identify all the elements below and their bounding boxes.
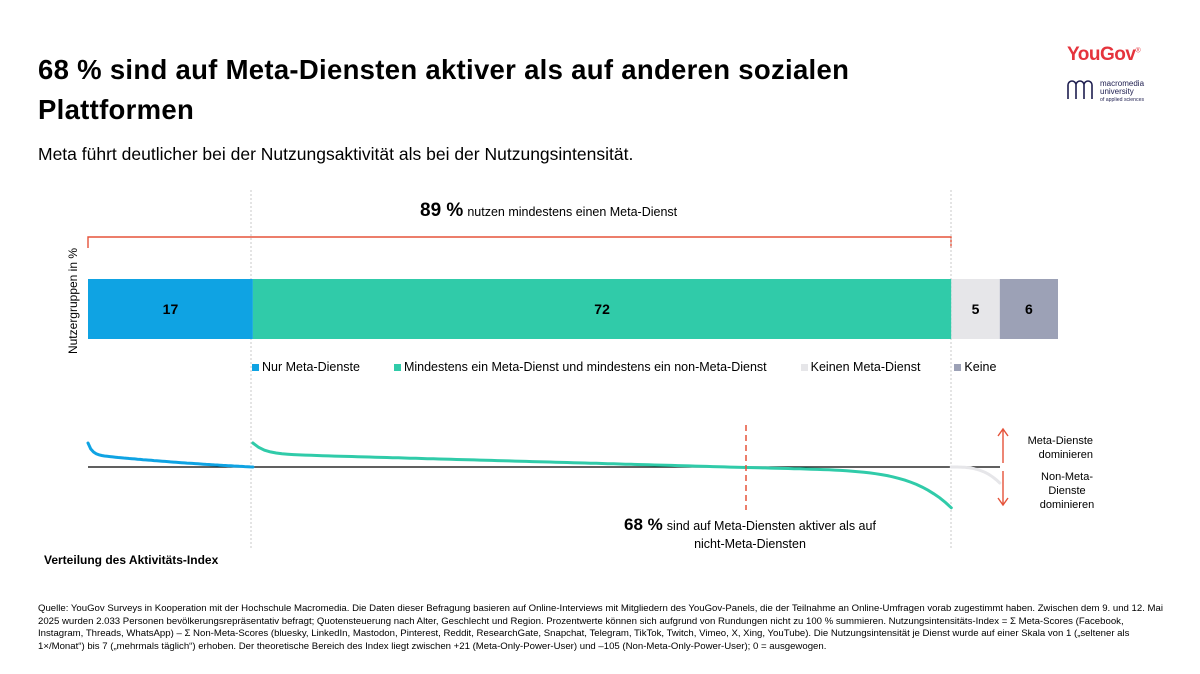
legend-item-3: Keine (954, 360, 996, 374)
meta-active-annotation: 68 % sind auf Meta-Diensten aktiver als a… (600, 516, 900, 553)
macromedia-logo: macromedia university of applied science… (1100, 79, 1145, 103)
bar-value-label-1: 72 (594, 301, 610, 317)
bar-segment-0 (88, 279, 253, 339)
legend-label-3: Keine (964, 360, 997, 374)
distribution-curve-non-meta (949, 465, 1002, 485)
legend-swatch-3 (954, 363, 962, 371)
meta-active-value: 68 % (624, 515, 663, 534)
macromedia-logo-icon (1067, 80, 1093, 99)
direction-arrows (997, 427, 1009, 507)
meta-active-text-line1: sind auf Meta-Diensten aktiver als auf (666, 519, 876, 533)
non-meta-dominates-label: Non-Meta- Dienste dominieren (1030, 470, 1104, 512)
bar-segment-3 (999, 279, 1058, 339)
arrow-up-icon (997, 427, 1009, 463)
yougov-logo: YouGov® (1067, 44, 1141, 66)
arrow-down-icon (997, 471, 1009, 507)
bar-value-label-3: 6 (1025, 301, 1033, 317)
distribution-curve-mixed (251, 441, 953, 510)
legend-item-1: Mindestens ein Meta-Dienst und mindesten… (393, 360, 767, 374)
macromedia-logo-line2: university (1100, 87, 1134, 97)
source-note: Quelle: YouGov Surveys in Kooperation mi… (38, 603, 1164, 652)
bar-segment-2 (951, 279, 1000, 339)
bar-segment-1 (252, 279, 952, 339)
legend-swatch-1 (393, 363, 401, 371)
legend-item-0: Nur Meta-Dienste (252, 360, 360, 374)
non-meta-dominates-line2: Dienste (1048, 485, 1086, 497)
page-title: 68 % sind auf Meta-Diensten aktiver als … (38, 54, 850, 125)
meta-total-value: 89 % (420, 200, 464, 221)
bar-value-label-2: 5 (972, 301, 980, 317)
non-meta-dominates-line1: Non-Meta- (1041, 471, 1093, 483)
meta-total-text: nutzen mindestens einen Meta-Dienst (467, 205, 678, 219)
meta-dominates-line2: dominieren (1038, 449, 1093, 461)
distribution-label: Verteilung des Aktivitäts-Index (44, 553, 219, 567)
macromedia-logo-line3: of applied sciences (1100, 96, 1145, 103)
legend: Nur Meta-Dienste Mindestens ein Meta-Dien… (252, 360, 1030, 374)
meta-bracket (87, 236, 952, 248)
meta-total-annotation: 89 % nutzen mindestens einen Meta-Dienst (420, 200, 677, 222)
distribution-curve-meta-only (86, 441, 255, 469)
yougov-logo-text: YouGov (1067, 44, 1136, 65)
legend-swatch-2 (800, 363, 808, 371)
bar-value-label-0: 17 (163, 301, 179, 317)
meta-active-text-line2: nicht-Meta-Diensten (694, 537, 806, 551)
page-subtitle: Meta führt deutlicher bei der Nutzungsak… (38, 144, 634, 164)
legend-item-2: Keinen Meta-Dienst (800, 360, 921, 374)
meta-dominates-label: Meta-Dienste dominieren (990, 434, 1093, 462)
legend-label-2: Keinen Meta-Dienst (810, 360, 921, 374)
macromedia-logo-line1: macromedia (1100, 79, 1145, 88)
non-meta-dominates-line3: dominieren (1039, 499, 1095, 511)
legend-label-0: Nur Meta-Dienste (262, 360, 360, 374)
legend-swatch-0 (252, 363, 259, 371)
legend-label-1: Mindestens ein Meta-Dienst und mindesten… (403, 360, 767, 374)
yougov-logo-registered: ® (1135, 47, 1141, 55)
meta-dominates-line1: Meta-Dienste (1027, 435, 1093, 447)
